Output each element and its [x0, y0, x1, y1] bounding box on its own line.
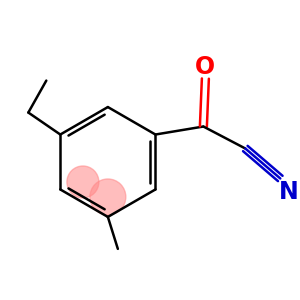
Text: N: N — [278, 180, 298, 204]
Circle shape — [90, 179, 126, 215]
Circle shape — [67, 166, 99, 198]
Text: O: O — [195, 55, 215, 79]
